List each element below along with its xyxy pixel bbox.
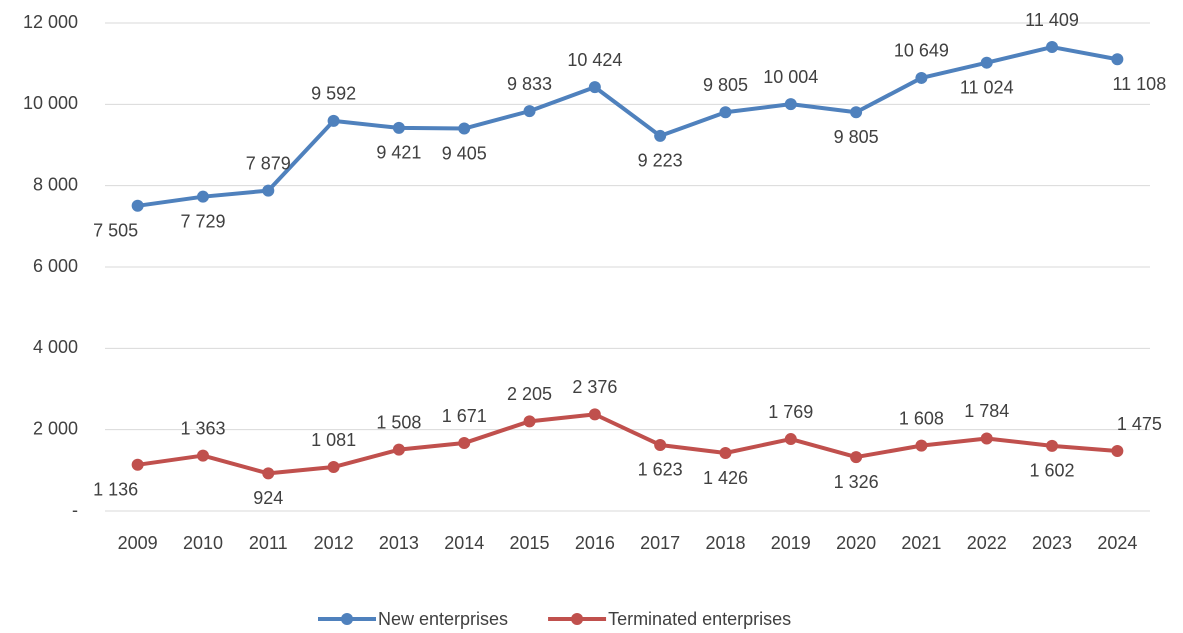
data-label: 1 671 [442, 406, 487, 426]
data-label: 1 081 [311, 430, 356, 450]
x-tick-label: 2014 [444, 533, 484, 553]
x-tick-label: 2019 [771, 533, 811, 553]
data-label: 9 223 [638, 151, 683, 171]
y-tick-label: 10 000 [23, 93, 78, 113]
data-label: 10 004 [763, 67, 818, 87]
x-tick-label: 2012 [314, 533, 354, 553]
y-tick-label: 2 000 [33, 418, 78, 438]
data-label: 7 729 [180, 211, 225, 231]
marker [588, 408, 601, 421]
data-label: 10 649 [894, 41, 949, 61]
data-label: 1 769 [768, 402, 813, 422]
marker [392, 121, 405, 134]
marker [196, 190, 209, 203]
marker [131, 199, 144, 212]
marker [588, 81, 601, 94]
marker [262, 184, 275, 197]
marker [327, 114, 340, 127]
y-tick-label: - [72, 500, 78, 520]
x-tick-label: 2013 [379, 533, 419, 553]
data-label: 1 475 [1117, 414, 1162, 434]
data-label: 9 421 [376, 143, 421, 163]
x-tick-label: 2017 [640, 533, 680, 553]
x-tick-label: 2015 [510, 533, 550, 553]
marker [327, 461, 340, 474]
marker [131, 458, 144, 471]
x-tick-label: 2022 [967, 533, 1007, 553]
x-tick-label: 2011 [249, 533, 288, 553]
y-tick-label: 8 000 [33, 174, 78, 194]
x-tick-label: 2018 [705, 533, 745, 553]
data-label: 1 623 [638, 460, 683, 480]
marker [392, 443, 405, 456]
x-tick-label: 2016 [575, 533, 615, 553]
legend-label: New enterprises [378, 609, 508, 629]
marker [980, 56, 993, 69]
marker [719, 447, 732, 460]
data-label: 1 426 [703, 468, 748, 488]
data-label: 9 592 [311, 84, 356, 104]
data-label: 1 602 [1030, 461, 1075, 481]
marker [654, 438, 667, 451]
x-tick-label: 2023 [1032, 533, 1072, 553]
x-tick-label: 2024 [1097, 533, 1137, 553]
data-label: 11 108 [1112, 74, 1166, 94]
legend-marker [341, 613, 353, 625]
x-tick-label: 2009 [118, 533, 158, 553]
marker [980, 432, 993, 445]
marker [719, 106, 732, 119]
data-label: 11 024 [960, 77, 1014, 97]
data-label: 9 805 [703, 75, 748, 95]
data-label: 9 833 [507, 74, 552, 94]
data-label: 11 409 [1025, 10, 1079, 30]
marker [1046, 41, 1059, 54]
marker [523, 415, 536, 428]
x-tick-label: 2021 [901, 533, 941, 553]
marker [262, 467, 275, 480]
y-tick-label: 6 000 [33, 256, 78, 276]
data-label: 7 505 [93, 221, 138, 241]
data-label: 10 424 [567, 50, 622, 70]
data-label: 7 879 [246, 153, 291, 173]
y-tick-label: 12 000 [23, 12, 78, 32]
legend-marker [571, 613, 584, 625]
data-label: 924 [253, 488, 283, 508]
marker [523, 105, 536, 118]
marker [784, 433, 797, 446]
series-line [137, 45, 1118, 208]
data-label: 1 784 [964, 401, 1009, 421]
marker [458, 122, 471, 135]
data-label: 1 363 [180, 418, 225, 438]
data-label: 9 805 [834, 127, 879, 147]
marker [1046, 439, 1059, 452]
marker [850, 106, 863, 119]
marker [1111, 53, 1124, 66]
marker [1111, 445, 1124, 458]
x-tick-label: 2020 [836, 533, 876, 553]
data-label: 1 326 [834, 472, 879, 492]
marker [850, 451, 863, 464]
x-tick-label: 2010 [183, 533, 223, 553]
series-line [137, 412, 1118, 476]
data-label: 1 608 [899, 408, 944, 428]
data-label: 2 205 [507, 384, 552, 404]
legend-label: Terminated enterprises [608, 609, 791, 629]
marker [654, 129, 667, 142]
marker [915, 439, 928, 452]
marker [458, 437, 471, 450]
y-tick-label: 4 000 [33, 337, 78, 357]
marker [915, 71, 928, 84]
data-label: 1 136 [93, 480, 138, 500]
data-label: 2 376 [572, 377, 617, 397]
marker [784, 98, 797, 111]
data-label: 9 405 [442, 143, 487, 163]
marker [196, 449, 209, 462]
data-label: 1 508 [376, 412, 421, 432]
